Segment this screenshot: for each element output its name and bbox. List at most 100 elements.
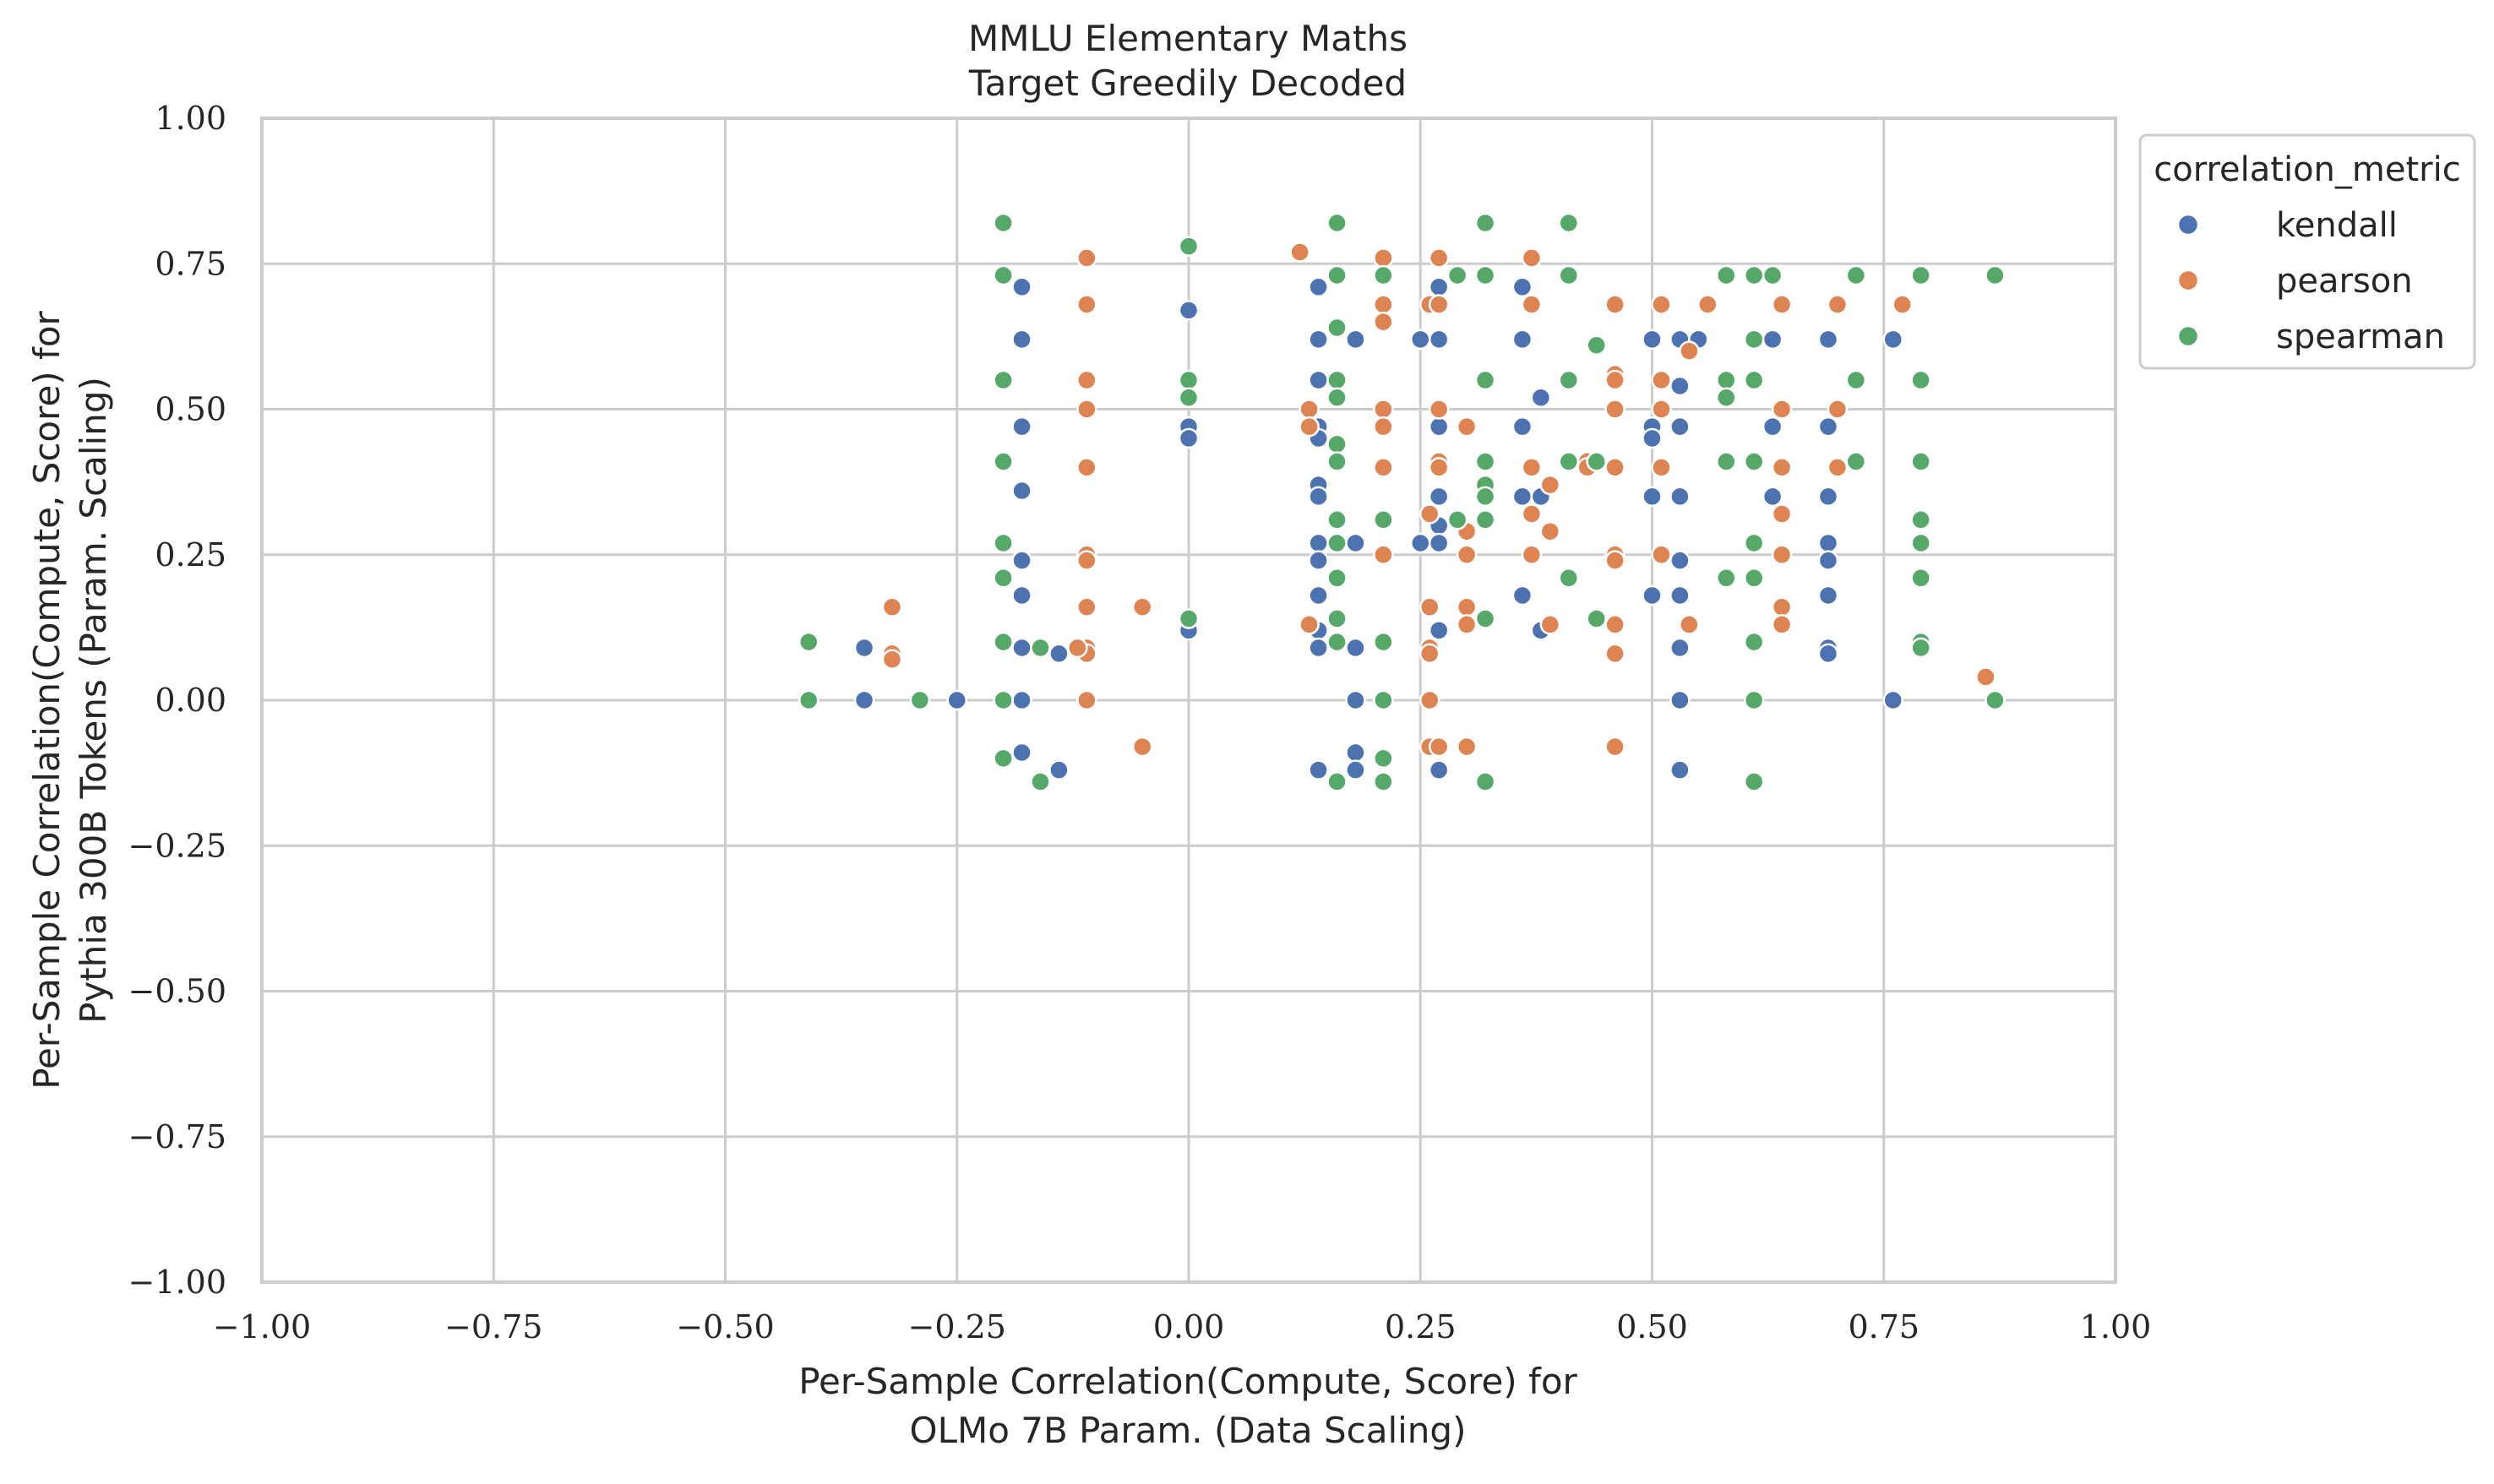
point-kendall	[1511, 416, 1533, 438]
point-kendall	[1428, 486, 1450, 508]
point-kendall	[1428, 416, 1450, 438]
legend: correlation_metric kendall pearson spearma…	[2138, 133, 2476, 370]
y-axis-label-line1: Per-Sample Correlation(Compute, Score) f…	[26, 310, 68, 1089]
x-tick-label: 0.75	[1848, 1308, 1920, 1345]
point-kendall	[1817, 329, 1839, 351]
point-kendall	[1308, 550, 1329, 571]
point-spearman	[1910, 369, 1931, 391]
point-pearson	[1456, 614, 1478, 635]
point-pearson	[1521, 294, 1543, 315]
point-spearman	[1446, 264, 1468, 286]
y-tick-label: −1.00	[128, 1264, 226, 1301]
point-pearson	[1604, 550, 1625, 571]
legend-title: correlation_metric	[2154, 150, 2460, 189]
point-spearman	[1326, 264, 1348, 286]
y-tick-label: 1.00	[155, 100, 226, 137]
legend-marker-pearson	[2176, 269, 2200, 292]
point-spearman	[1845, 451, 1867, 472]
point-pearson	[1771, 596, 1793, 618]
point-kendall	[1048, 759, 1070, 780]
point-spearman	[1716, 451, 1737, 472]
point-spearman	[993, 532, 1014, 554]
point-pearson	[1892, 294, 1913, 315]
point-kendall	[946, 689, 967, 711]
point-kendall	[1308, 584, 1329, 606]
point-kendall	[1817, 643, 1839, 665]
x-tick-label: 0.25	[1385, 1308, 1457, 1345]
point-pearson	[1076, 369, 1097, 391]
point-spearman	[1910, 264, 1931, 286]
point-kendall	[1511, 329, 1533, 351]
point-kendall	[1308, 759, 1329, 780]
legend-items: kendall pearson spearman	[2176, 206, 2445, 356]
point-spearman	[798, 631, 820, 653]
point-spearman	[1586, 334, 1607, 356]
point-kendall	[1642, 329, 1663, 351]
point-spearman	[1743, 771, 1765, 792]
point-pearson	[1521, 503, 1543, 525]
legend-label-kendall: kendall	[2276, 206, 2398, 245]
point-kendall	[1669, 416, 1691, 438]
point-spearman	[1030, 771, 1051, 792]
x-tick-label: 0.00	[1153, 1308, 1225, 1345]
point-spearman	[909, 689, 931, 711]
point-spearman	[1558, 212, 1580, 234]
point-pearson	[1131, 736, 1153, 758]
point-spearman	[1326, 212, 1348, 234]
point-kendall	[1817, 486, 1839, 508]
point-kendall	[1345, 532, 1366, 554]
point-spearman	[1373, 771, 1394, 792]
point-pearson	[1771, 614, 1793, 635]
point-kendall	[1345, 637, 1366, 659]
point-kendall	[1530, 387, 1552, 408]
point-pearson	[1771, 503, 1793, 525]
y-tick-label: 0.50	[155, 391, 226, 428]
point-pearson	[1679, 340, 1700, 361]
point-spearman	[1985, 264, 2006, 286]
x-tick-label: −0.75	[444, 1308, 542, 1345]
point-kendall	[1817, 584, 1839, 606]
point-spearman	[1474, 212, 1496, 234]
point-pearson	[1604, 643, 1625, 665]
point-pearson	[1697, 294, 1718, 315]
point-spearman	[1474, 264, 1496, 286]
point-pearson	[1539, 614, 1561, 635]
point-kendall	[1669, 486, 1691, 508]
point-spearman	[1178, 608, 1200, 629]
point-pearson	[1131, 596, 1153, 618]
point-pearson	[1299, 614, 1320, 635]
point-kendall	[1011, 637, 1032, 659]
point-spearman	[1326, 433, 1348, 455]
point-spearman	[1558, 451, 1580, 472]
point-spearman	[1178, 236, 1200, 257]
point-spearman	[1474, 509, 1496, 530]
point-kendall	[1882, 689, 1903, 711]
point-kendall	[1410, 532, 1431, 554]
point-kendall	[1669, 550, 1691, 571]
point-pearson	[1604, 294, 1625, 315]
point-spearman	[1474, 369, 1496, 391]
y-tick-label: −0.75	[128, 1118, 226, 1155]
point-kendall	[1428, 759, 1450, 780]
point-pearson	[1604, 369, 1625, 391]
point-pearson	[1651, 369, 1672, 391]
point-pearson	[1521, 544, 1543, 565]
point-kendall	[1011, 329, 1032, 351]
point-pearson	[1419, 643, 1440, 665]
point-spearman	[1910, 637, 1931, 659]
point-pearson	[1827, 457, 1849, 478]
point-kendall	[1345, 329, 1366, 351]
point-pearson	[1651, 457, 1672, 478]
point-kendall	[1308, 369, 1329, 391]
point-spearman	[1845, 369, 1867, 391]
point-pearson	[1419, 503, 1440, 525]
point-pearson	[1373, 457, 1394, 478]
point-kendall	[1882, 329, 1903, 351]
x-axis-label-line2: OLMo 7B Param. (Data Scaling)	[910, 1410, 1467, 1451]
point-kendall	[1308, 276, 1329, 298]
point-pearson	[1604, 399, 1625, 420]
point-kendall	[1011, 584, 1032, 606]
point-kendall	[1308, 486, 1329, 508]
point-kendall	[1669, 375, 1691, 397]
point-kendall	[1308, 532, 1329, 554]
